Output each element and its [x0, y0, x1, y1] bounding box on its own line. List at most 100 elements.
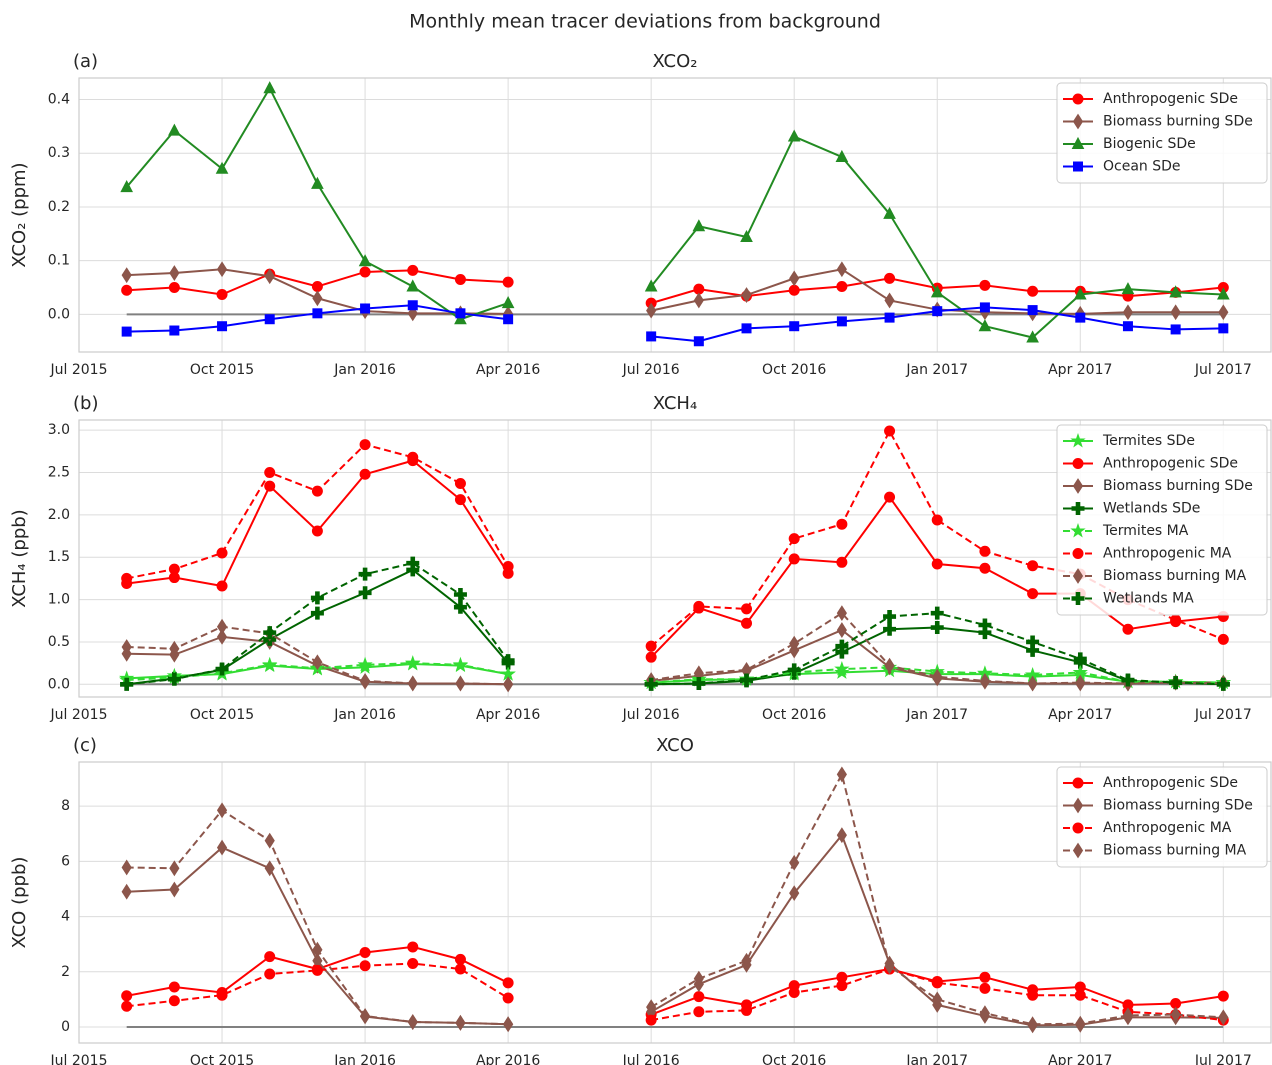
- marker: [312, 941, 323, 958]
- marker: [836, 827, 847, 844]
- legend-label: Biomass burning SDe: [1103, 478, 1253, 494]
- series-line: [126, 662, 1224, 684]
- marker: [1122, 321, 1133, 332]
- marker: [930, 285, 944, 298]
- x-tick-label: Jul 2015: [50, 707, 108, 723]
- x-tick-label: Jul 2017: [1194, 362, 1252, 378]
- marker: [455, 675, 466, 692]
- marker: [836, 766, 847, 783]
- marker: [217, 321, 228, 332]
- marker: [1122, 304, 1134, 321]
- marker: [310, 606, 324, 620]
- marker: [932, 306, 943, 317]
- marker: [884, 958, 895, 975]
- marker: [741, 1004, 753, 1016]
- marker: [1027, 989, 1039, 1001]
- marker: [884, 425, 896, 437]
- legend-marker: [1072, 777, 1084, 789]
- marker: [311, 525, 323, 537]
- x-tick-label: Apr 2017: [1048, 362, 1112, 378]
- marker: [215, 662, 229, 676]
- marker: [1027, 675, 1038, 692]
- marker: [358, 254, 372, 267]
- marker: [644, 677, 658, 691]
- marker: [359, 946, 371, 958]
- legend-marker: [1072, 568, 1084, 584]
- legend-label: Biogenic SDe: [1103, 136, 1196, 152]
- marker: [883, 610, 897, 624]
- marker: [407, 1014, 418, 1030]
- marker: [167, 672, 181, 686]
- legend-label: Anthropogenic SDe: [1103, 456, 1238, 472]
- x-tick-label: Oct 2016: [762, 707, 826, 723]
- marker: [168, 995, 180, 1007]
- y-axis-label: XCH₄ (ppb): [9, 509, 30, 607]
- x-tick-label: Apr 2016: [476, 1053, 540, 1065]
- marker: [1026, 330, 1039, 343]
- marker: [312, 308, 323, 319]
- marker: [788, 986, 800, 998]
- marker: [262, 656, 278, 672]
- marker: [645, 1014, 657, 1026]
- legend-marker: [1071, 502, 1085, 515]
- marker: [311, 485, 323, 497]
- marker: [1027, 560, 1039, 572]
- marker: [692, 676, 706, 690]
- legend-label: Termites SDe: [1102, 433, 1195, 449]
- y-tick-label: 0.0: [48, 306, 70, 322]
- marker: [502, 992, 514, 1004]
- marker: [1216, 677, 1230, 691]
- marker: [264, 951, 276, 963]
- y-tick-label: 3.0: [48, 422, 70, 438]
- legend-label: Anthropogenic SDe: [1103, 91, 1238, 107]
- legend-label: Anthropogenic MA: [1103, 820, 1232, 836]
- marker: [407, 300, 418, 311]
- y-tick-label: 2: [61, 964, 70, 980]
- marker: [836, 316, 847, 327]
- marker: [310, 591, 324, 605]
- marker: [455, 1014, 466, 1031]
- marker: [360, 303, 371, 314]
- x-tick-label: Oct 2015: [190, 362, 254, 378]
- legend-label: Termites MA: [1102, 523, 1189, 539]
- marker: [454, 963, 466, 975]
- marker: [312, 290, 323, 307]
- marker: [503, 676, 514, 693]
- marker: [359, 439, 371, 451]
- marker: [979, 562, 991, 574]
- marker: [359, 468, 371, 480]
- y-tick-label: 8: [61, 798, 70, 814]
- y-tick-label: 0.2: [48, 199, 70, 215]
- marker: [264, 268, 275, 285]
- y-tick-label: 0.5: [48, 634, 70, 650]
- y-tick-label: 0: [61, 1019, 70, 1035]
- marker: [407, 941, 419, 953]
- legend-label: Wetlands MA: [1103, 591, 1194, 607]
- marker: [1170, 304, 1181, 321]
- legend-marker: [1072, 822, 1084, 834]
- marker: [884, 292, 895, 309]
- legend-marker: [1070, 522, 1086, 538]
- marker: [215, 161, 229, 174]
- marker: [788, 533, 800, 545]
- marker: [789, 885, 800, 902]
- marker: [1027, 1016, 1038, 1033]
- x-tick-label: Jan 2017: [905, 707, 968, 723]
- marker: [169, 881, 180, 898]
- marker: [120, 179, 134, 193]
- marker: [693, 600, 705, 612]
- marker: [168, 563, 180, 575]
- marker: [453, 600, 467, 614]
- marker: [979, 1005, 991, 1022]
- x-tick-label: Apr 2017: [1048, 707, 1112, 723]
- legend-box: [1056, 766, 1268, 868]
- marker: [978, 319, 992, 332]
- marker: [979, 982, 991, 994]
- marker: [216, 989, 228, 1001]
- marker: [741, 323, 752, 334]
- legend-label: Biomass burning SDe: [1103, 114, 1253, 130]
- y-tick-label: 4: [61, 909, 70, 925]
- legend-marker: [1073, 161, 1083, 172]
- marker: [311, 280, 323, 292]
- legend-label: Anthropogenic MA: [1103, 546, 1232, 562]
